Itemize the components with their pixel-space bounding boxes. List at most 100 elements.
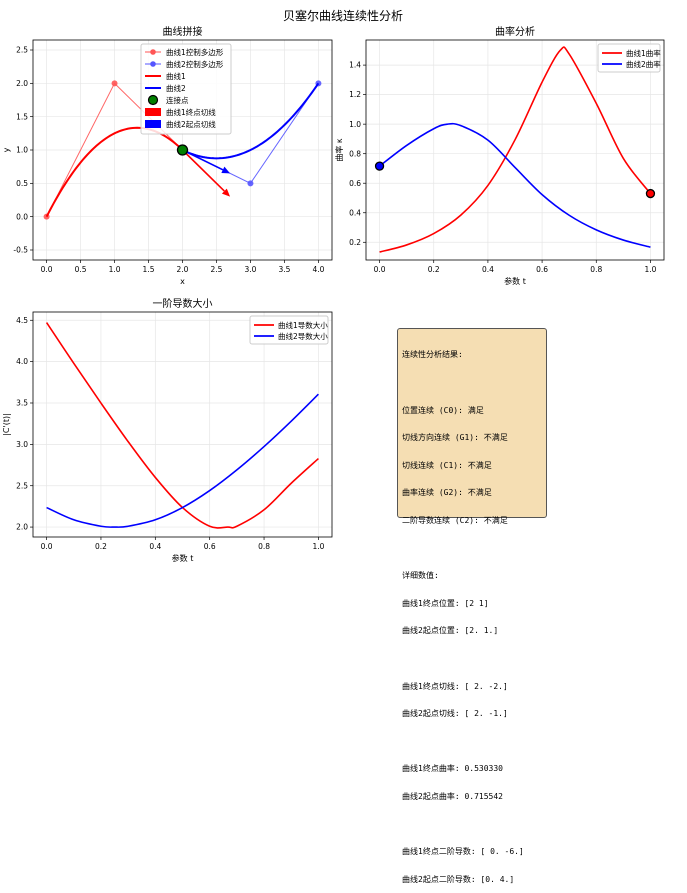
end-point-marker — [645, 188, 656, 199]
plot-area — [366, 40, 664, 260]
y-tick-label: 3.0 — [16, 440, 28, 449]
subplot-title: 曲线拼接 — [163, 25, 203, 38]
legend-box — [597, 43, 661, 73]
control-point — [247, 180, 254, 187]
x-tick-label: 0.6 — [204, 542, 216, 551]
legend-label: 曲线2控制多边形 — [166, 59, 224, 69]
results-line: 曲线2起点曲率: 0.715542 — [402, 791, 503, 801]
x-tick-label: 0.4 — [482, 265, 494, 274]
results-line: 曲率连续 (G2): 不满足 — [402, 488, 492, 498]
legend-label: 曲线2起点切线 — [166, 119, 216, 129]
subplot-title: 一阶导数大小 — [153, 297, 213, 310]
join-point-marker — [176, 144, 189, 156]
x-tick-label: 4.0 — [312, 265, 324, 274]
tangent-arrow-2 — [182, 149, 231, 174]
y-tick-label: 1.0 — [349, 120, 361, 129]
results-line: 曲线1终点二阶导数: [ 0. -6.] — [402, 847, 524, 857]
results-line: 曲线2起点位置: [2. 1.] — [402, 626, 499, 636]
x-tick-label: 0.0 — [374, 265, 386, 274]
legend-label: 曲线1 — [166, 71, 186, 81]
series-line-1 — [379, 46, 652, 253]
y-tick-label: 0.5 — [16, 179, 28, 188]
results-line — [402, 378, 542, 387]
tangent-arrow-1-head — [221, 188, 231, 197]
legend-label: 连接点 — [166, 95, 189, 105]
x-tick-label: 3.5 — [278, 265, 290, 274]
legend-label: 曲线2导数大小 — [278, 331, 328, 341]
legend-label: 曲线1终点切线 — [166, 107, 216, 117]
plot-frame — [32, 39, 333, 261]
x-tick-label: 2.0 — [177, 265, 189, 274]
results-line: 曲线2起点切线: [ 2. -1.] — [402, 709, 508, 719]
x-tick-label: 0.6 — [536, 265, 548, 274]
x-tick-label: 0.0 — [41, 265, 53, 274]
x-tick-label: 3.0 — [244, 265, 256, 274]
y-tick-label: 0.8 — [349, 149, 361, 158]
results-line: 位置连续 (C0): 满足 — [402, 405, 484, 415]
plot-frame — [32, 311, 333, 538]
x-axis-label: x — [180, 277, 185, 286]
legend-box — [140, 43, 232, 135]
legend-box — [249, 315, 329, 345]
curvature-subplot: 0.0 0.2 0.4 0.6 0.8 1.0 0.2 0.4 0.6 0.8 1.0 1.2 1.4 曲… — [334, 25, 665, 286]
y-tick-label: 4.5 — [16, 316, 28, 325]
figure: 贝塞尔曲线连续性分析 0.0 0.5 1.0 1.5 2.0 2.5 3.0 3.5 4.0 -0… — [2, 8, 665, 563]
y-tick-label: 2.5 — [16, 481, 28, 490]
y-tick-label: 0.0 — [16, 212, 28, 221]
y-tick-label: 2.5 — [16, 46, 28, 55]
tangent-arrow-1 — [181, 149, 231, 197]
y-tick-label: 2.0 — [16, 523, 28, 532]
y-axis-label: |C'(t)| — [2, 413, 11, 436]
results-line: 二阶导数连续 (C2): 不满足 — [402, 515, 508, 525]
results-line: 详细数值: — [402, 571, 439, 581]
y-tick-label: 1.5 — [16, 112, 28, 121]
legend-label: 曲线2曲率 — [626, 59, 661, 69]
legend-label: 曲线1导数大小 — [278, 320, 328, 330]
results-line — [402, 737, 542, 746]
x-tick-label: 0.5 — [75, 265, 87, 274]
y-tick-label: 0.4 — [349, 208, 361, 217]
results-line: 曲线1终点曲率: 0.530330 — [402, 764, 503, 774]
plot-area — [33, 312, 332, 537]
y-tick-label: 2.0 — [16, 79, 28, 88]
legend-label: 曲线1曲率 — [626, 48, 661, 58]
tangent-arrow-1-shaft — [181, 149, 225, 192]
y-tick-label: 3.5 — [16, 399, 28, 408]
y-tick-label: 1.4 — [349, 61, 361, 70]
x-tick-label: 0.8 — [590, 265, 602, 274]
tangent-arrow-2-head — [221, 166, 231, 174]
y-tick-label: 0.6 — [349, 179, 361, 188]
x-tick-label: 0.4 — [149, 542, 161, 551]
results-line: 切线连续 (C1): 不满足 — [402, 460, 492, 470]
x-tick-label: 1.0 — [312, 542, 324, 551]
y-tick-label: 4.0 — [16, 357, 28, 366]
x-axis-label: 参数 t — [504, 276, 526, 286]
y-axis-label: 曲率 κ — [334, 138, 344, 162]
control-point — [111, 80, 118, 87]
y-tick-label: -0.5 — [13, 246, 28, 255]
x-axis-label: 参数 t — [172, 553, 194, 563]
x-tick-label: 2.5 — [211, 265, 223, 274]
y-axis-label: y — [2, 147, 11, 152]
results-line — [402, 544, 542, 553]
plot-frame — [365, 39, 665, 261]
subplot-title: 曲率分析 — [495, 25, 535, 38]
tangent-arrow-2-shaft — [182, 149, 224, 171]
derivative-subplot: 0.0 0.2 0.4 0.6 0.8 1.0 2.0 2.5 3.0 3.5 4.0 4.5 一阶导数… — [2, 297, 333, 563]
x-tick-label: 1.0 — [644, 265, 656, 274]
x-tick-label: 0.2 — [428, 265, 440, 274]
figure-title: 贝塞尔曲线连续性分析 — [283, 8, 403, 23]
x-tick-label: 0.2 — [95, 542, 107, 551]
results-line — [402, 820, 542, 829]
series-line-1 — [45, 322, 319, 529]
legend-swatch — [145, 120, 161, 128]
results-line: 切线方向连续 (G1): 不满足 — [402, 433, 508, 443]
results-line: 连续性分析结果: — [402, 350, 463, 360]
legend-swatch — [145, 108, 161, 116]
legend-swatch — [147, 94, 159, 106]
curve-2 — [182, 82, 320, 160]
results-line — [402, 654, 542, 663]
y-tick-label: 0.2 — [349, 238, 361, 247]
legend-swatch-marker — [150, 61, 156, 67]
